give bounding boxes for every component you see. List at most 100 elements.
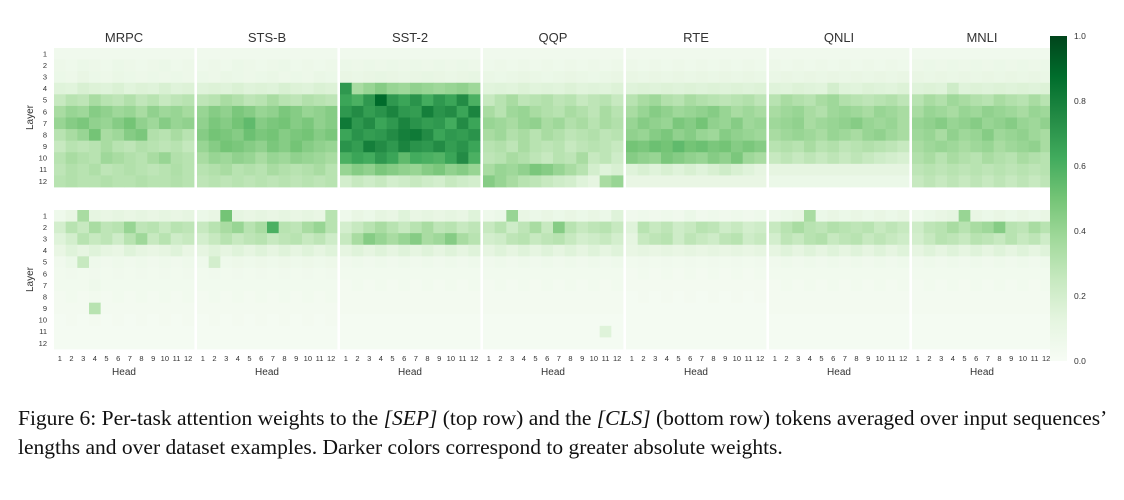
x-tick-label: 10	[733, 354, 741, 363]
heatmap-cell	[1040, 267, 1053, 280]
heatmap-cell	[769, 244, 782, 257]
heatmap-cell	[599, 105, 612, 118]
heatmap-cell	[553, 291, 566, 304]
heatmap-cell	[518, 140, 531, 153]
heatmap-cell	[780, 221, 793, 234]
heatmap-cell	[912, 302, 925, 315]
heatmap-cell	[970, 210, 983, 222]
heatmap-cell	[1005, 267, 1018, 280]
heatmap-cell	[494, 256, 507, 269]
heatmap-cell	[742, 256, 755, 269]
heatmap-cell	[410, 152, 423, 165]
heatmap-cell	[421, 94, 434, 107]
heatmap-cell	[506, 337, 519, 350]
heatmap-cell	[804, 337, 817, 350]
heatmap-cell	[1005, 337, 1018, 350]
heatmap-cell	[626, 267, 639, 280]
heatmap-cell	[839, 314, 852, 327]
heatmap-cell	[290, 337, 303, 350]
heatmap-cell	[731, 267, 744, 280]
heatmap-cell	[982, 325, 995, 338]
heatmap-cell	[483, 210, 496, 222]
heatmap-cell	[611, 256, 624, 269]
heatmap-cell	[135, 302, 148, 315]
heatmap-cell	[267, 279, 280, 292]
heatmap-cell	[208, 82, 221, 95]
heatmap-cell	[445, 244, 458, 257]
heatmap-cell	[912, 129, 925, 142]
heatmap-cell	[993, 140, 1006, 153]
heatmap-cell	[529, 59, 542, 72]
heatmap-cell	[815, 210, 828, 222]
y-tick-label: 2	[43, 223, 47, 232]
heatmap-cell	[897, 129, 910, 142]
heatmap-cell	[553, 140, 566, 153]
heatmap-cell	[351, 117, 364, 130]
y-tick-label: 4	[43, 246, 47, 255]
heatmap-cell	[769, 71, 782, 84]
heatmap-cell	[232, 221, 245, 234]
heatmap-cell	[862, 71, 875, 84]
heatmap-cell	[243, 129, 256, 142]
heatmap-cell	[731, 291, 744, 304]
heatmap-cell	[529, 94, 542, 107]
heatmap-cell	[363, 221, 376, 234]
heatmap-cell	[769, 314, 782, 327]
heatmap-cell	[147, 175, 160, 188]
heatmap-cell	[494, 163, 507, 176]
heatmap-cell	[147, 210, 160, 222]
heatmap-cell	[351, 129, 364, 142]
heatmap-cell	[792, 152, 805, 165]
heatmap-cell	[862, 279, 875, 292]
heatmap-cell	[649, 175, 662, 188]
heatmap-cell	[553, 210, 566, 222]
heatmap-cell	[611, 221, 624, 234]
heatmap-cell	[398, 291, 411, 304]
heatmap-cell	[386, 105, 399, 118]
heatmap-cell	[278, 175, 291, 188]
heatmap-cell	[649, 233, 662, 246]
heatmap-cell	[731, 325, 744, 338]
heatmap-cell	[170, 59, 183, 72]
heatmap-cell	[804, 302, 817, 315]
heatmap-cell	[769, 279, 782, 292]
heatmap-cell	[363, 175, 376, 188]
x-tick-label: 1	[344, 354, 348, 363]
heatmap-cell	[278, 129, 291, 142]
heatmap-cell	[780, 140, 793, 153]
heatmap-cell	[483, 175, 496, 188]
heatmap-cell	[386, 210, 399, 222]
heatmap-cell	[1028, 94, 1041, 107]
heatmap-cell	[815, 163, 828, 176]
heatmap-cell	[637, 221, 650, 234]
heatmap-cell	[302, 71, 315, 84]
heatmap-cell	[529, 71, 542, 84]
heatmap-cell	[398, 71, 411, 84]
heatmap-cell	[159, 221, 172, 234]
heatmap-cell	[340, 71, 353, 84]
heatmap-cell	[398, 267, 411, 280]
heatmap-cell	[1040, 129, 1053, 142]
heatmap-cell	[912, 291, 925, 304]
heatmap-cell	[769, 233, 782, 246]
heatmap-cell	[874, 279, 887, 292]
heatmap-cell	[135, 163, 148, 176]
heatmap-cell	[958, 82, 971, 95]
heatmap-cell	[421, 105, 434, 118]
heatmap-cell	[112, 302, 125, 315]
heatmap-cell	[351, 291, 364, 304]
heatmap-cell	[719, 129, 732, 142]
x-axis-label: Head	[255, 367, 279, 378]
heatmap-cell	[982, 140, 995, 153]
heatmap-cell	[626, 82, 639, 95]
heatmap-cell	[897, 244, 910, 257]
heatmap-cell	[433, 314, 446, 327]
heatmap-cell	[278, 337, 291, 350]
heatmap-cell	[850, 267, 863, 280]
heatmap-cell	[874, 291, 887, 304]
heatmap-cell	[159, 267, 172, 280]
heatmap-cell	[325, 71, 338, 84]
heatmap-cell	[77, 325, 90, 338]
heatmap-cell	[494, 267, 507, 280]
heatmap-cell	[564, 325, 577, 338]
